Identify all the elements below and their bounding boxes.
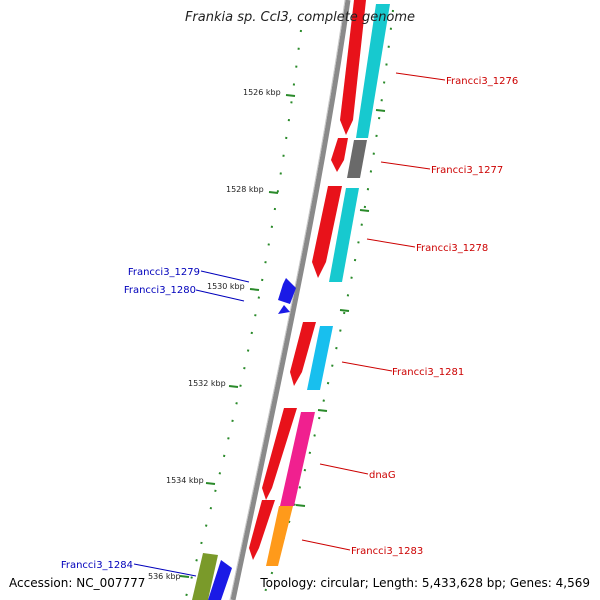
tick-label-1528: 1528 kbp xyxy=(226,185,264,194)
gene-francci3-1281-shape[interactable] xyxy=(307,326,333,390)
gene-blue-bottom-shape[interactable] xyxy=(208,560,232,600)
gene-francci3-1283-shape[interactable] xyxy=(266,506,293,566)
gene-label-francci3-1281[interactable]: Francci3_1281 xyxy=(392,367,464,378)
genome-backbone xyxy=(230,0,351,600)
gene-label-francci3-1278[interactable]: Francci3_1278 xyxy=(416,243,488,254)
callout-lines-right xyxy=(301,72,446,551)
gene-francci3-1279-shape[interactable] xyxy=(278,278,296,304)
tick-track-left xyxy=(184,29,302,600)
gene-label-francci3-1279[interactable]: Francci3_1279 xyxy=(128,267,200,278)
gene-label-francci3-1280[interactable]: Francci3_1280 xyxy=(124,285,196,296)
cds-feature[interactable] xyxy=(249,500,275,560)
tick-label-1536: 536 kbp xyxy=(148,572,181,581)
gene-francci3-1278-shape[interactable] xyxy=(329,188,359,282)
tick-label-1526: 1526 kbp xyxy=(243,88,281,97)
cds-feature[interactable] xyxy=(312,186,342,278)
tick-label-1530: 1530 kbp xyxy=(207,282,245,291)
tick-labels: 1526 kbp 1528 kbp 1530 kbp 1532 kbp 1534… xyxy=(148,88,281,581)
cds-feature[interactable] xyxy=(340,0,366,135)
gene-label-dnag[interactable]: dnaG xyxy=(369,470,396,481)
genome-summary-text: Topology: circular; Length: 5,433,628 bp… xyxy=(260,576,590,590)
gene-dnag-shape[interactable] xyxy=(280,412,315,506)
gene-label-francci3-1276[interactable]: Francci3_1276 xyxy=(446,76,518,87)
gene-label-francci3-1284[interactable]: Francci3_1284 xyxy=(61,560,133,571)
cds-feature[interactable] xyxy=(290,322,316,386)
gene-francci3-1276-shape[interactable] xyxy=(356,4,390,138)
tick-track-right xyxy=(261,9,394,600)
gene-label-francci3-1277[interactable]: Francci3_1277 xyxy=(431,165,503,176)
cds-forward-track xyxy=(249,0,366,560)
gene-francci3-1284-shape[interactable] xyxy=(192,553,218,600)
callout-lines-left xyxy=(133,270,250,577)
page-title: Frankia sp. CcI3, complete genome xyxy=(184,10,416,25)
tick-label-1532: 1532 kbp xyxy=(188,379,226,388)
accession-text: Accession: NC_007777 xyxy=(9,576,146,590)
cds-feature[interactable] xyxy=(262,408,297,500)
gene-francci3-1277-shape[interactable] xyxy=(347,140,367,178)
cds-feature[interactable] xyxy=(331,138,348,172)
major-ticks xyxy=(179,94,386,578)
gene-francci3-1280-shape[interactable] xyxy=(278,305,290,314)
gene-label-francci3-1283[interactable]: Francci3_1283 xyxy=(351,546,423,557)
tick-label-1534: 1534 kbp xyxy=(166,476,204,485)
